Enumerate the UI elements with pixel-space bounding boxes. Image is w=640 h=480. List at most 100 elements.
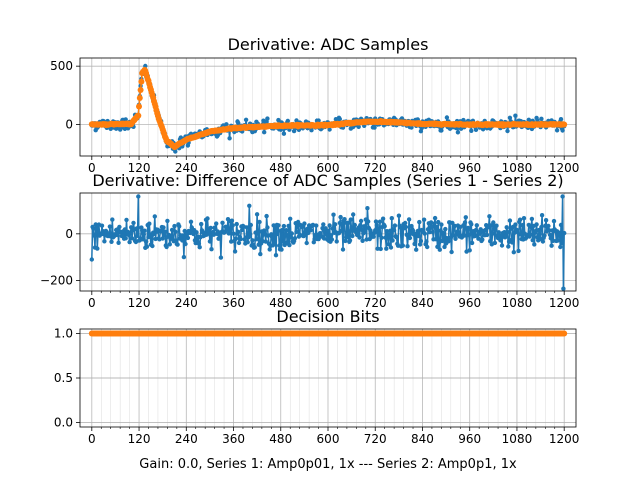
difference-point: [410, 228, 416, 233]
difference-point: [304, 240, 309, 246]
difference-point: [515, 229, 520, 235]
difference-point: [506, 244, 511, 249]
difference-point: [162, 229, 168, 234]
x-tick-label: 720: [364, 296, 387, 310]
difference-point: [328, 233, 334, 238]
difference-point: [433, 237, 439, 242]
difference-point: [510, 240, 515, 245]
y-tick-label: 0.5: [54, 371, 73, 385]
difference-point: [376, 226, 381, 231]
difference-point: [330, 226, 335, 231]
difference-point: [389, 216, 394, 221]
difference-point: [407, 235, 413, 241]
x-tick-label: 480: [269, 432, 292, 446]
difference-point: [441, 234, 446, 239]
difference-point: [442, 244, 447, 250]
x-ticks: 0 120 240 360 480 600 720 840 960 1080 1200: [88, 427, 579, 446]
y-tick-label: 1.0: [54, 326, 73, 340]
difference-point: [405, 244, 410, 249]
x-tick-label: 600: [317, 432, 340, 446]
x-tick-label: 1080: [502, 432, 533, 446]
x-tick-label: 360: [222, 161, 245, 175]
difference-point: [169, 233, 174, 239]
plot-area: [88, 330, 568, 337]
difference-point: [388, 245, 394, 250]
series-1-point: [356, 124, 361, 129]
difference-point: [116, 240, 121, 245]
difference-point: [234, 221, 239, 227]
difference-point: [217, 236, 222, 241]
series-1-point: [372, 125, 377, 130]
difference-point: [180, 238, 185, 243]
series-1-point: [276, 117, 281, 123]
difference-point: [158, 228, 164, 234]
difference-point: [257, 219, 262, 225]
difference-point: [499, 243, 505, 248]
difference-point: [532, 242, 537, 247]
difference-point: [432, 215, 438, 221]
difference-point: [450, 220, 455, 226]
difference-point: [265, 225, 270, 230]
difference-point: [551, 238, 556, 243]
difference-point: [360, 238, 365, 243]
difference-point: [143, 239, 149, 244]
difference-point: [480, 237, 485, 242]
difference-point: [162, 233, 167, 238]
difference-point: [292, 236, 298, 241]
difference-point: [494, 223, 499, 228]
difference-point: [528, 232, 533, 237]
difference-point: [229, 218, 235, 223]
series-2-point: [135, 112, 142, 119]
difference-point: [289, 231, 294, 236]
difference-point: [516, 248, 521, 254]
difference-point: [144, 244, 150, 249]
difference-point: [432, 221, 437, 226]
x-axis-label: Gain: 0.0, Series 1: Amp0p01, 1x --- Ser…: [139, 457, 517, 472]
x-tick-label: 120: [128, 161, 151, 175]
difference-point: [331, 212, 336, 217]
difference-point: [392, 223, 398, 228]
series-2-point: [136, 95, 143, 101]
series-1-point: [327, 127, 332, 132]
difference-point: [109, 239, 114, 244]
difference-point: [129, 236, 135, 241]
difference-point: [387, 234, 392, 239]
series-1-point: [337, 116, 342, 122]
difference-point: [258, 251, 263, 257]
series-1-point: [444, 115, 450, 120]
difference-point: [396, 213, 402, 218]
difference-point: [92, 233, 97, 238]
difference-point: [93, 222, 98, 227]
difference-point: [264, 213, 269, 219]
difference-point: [546, 223, 551, 229]
difference-point: [263, 239, 268, 244]
x-tick-label: 120: [128, 432, 151, 446]
difference-point: [473, 227, 479, 233]
difference-point: [123, 236, 128, 241]
difference-point: [362, 229, 368, 235]
x-tick-label: 0: [88, 432, 96, 446]
difference-point: [181, 254, 187, 260]
difference-point: [415, 228, 420, 234]
difference-point: [273, 253, 279, 258]
x-tick-label: 1200: [549, 296, 580, 310]
difference-point: [484, 232, 490, 238]
difference-point: [417, 242, 423, 247]
x-tick-label: 600: [317, 161, 340, 175]
difference-point: [169, 227, 175, 233]
difference-point: [350, 233, 355, 239]
x-tick-label: 360: [222, 296, 245, 310]
series-1-point: [262, 130, 267, 135]
difference-point: [188, 219, 194, 224]
difference-point: [547, 232, 553, 237]
difference-point: [134, 226, 139, 231]
difference-point: [238, 236, 243, 242]
difference-point: [117, 224, 122, 230]
difference-point: [529, 216, 535, 222]
decision-bits-markers: [88, 330, 568, 337]
series-1-point: [224, 122, 229, 127]
difference-point: [164, 244, 169, 250]
difference-point: [332, 222, 338, 227]
difference-point: [99, 223, 105, 228]
difference-point: [496, 230, 501, 235]
